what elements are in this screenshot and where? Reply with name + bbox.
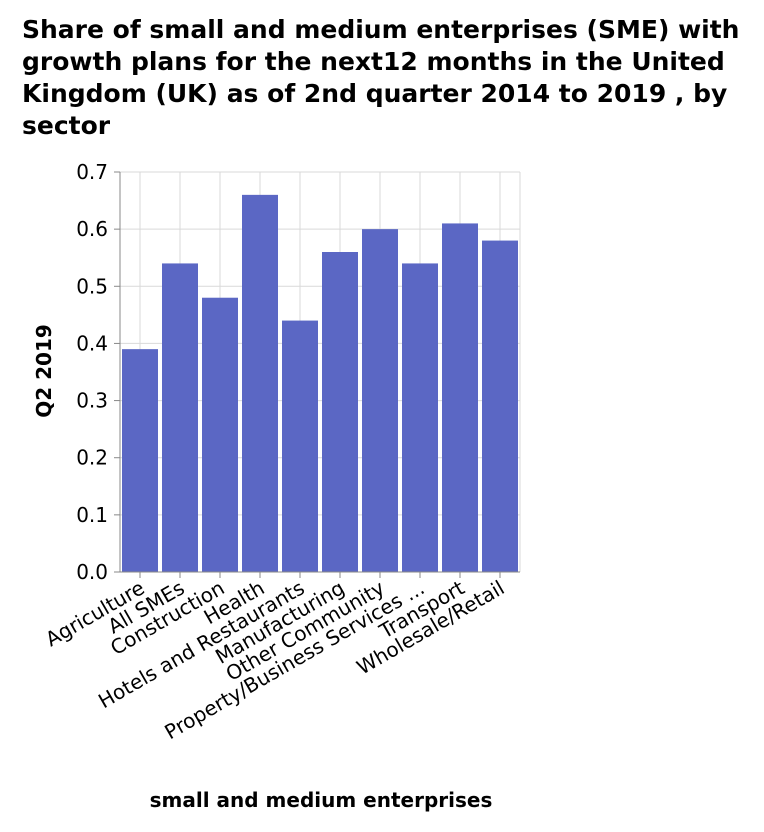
axes [114,171,520,578]
chart-title: Share of small and medium enterprises (S… [22,15,740,140]
bar [282,320,318,572]
y-tick-label: 0.6 [76,217,108,241]
y-tick-label: 0.3 [76,389,108,413]
bars [122,194,518,573]
y-tick-label: 0.5 [76,274,108,298]
bar [242,194,278,572]
y-tick-label: 0.4 [76,331,108,355]
y-tick-label: 0.1 [76,503,108,527]
y-tick-labels: 0.0 0.1 0.2 0.3 0.4 0.5 0.6 0.7 [76,160,108,584]
x-axis-title: small and medium enterprises [150,788,493,812]
bar [202,297,238,572]
y-axis-title: Q2 2019 [32,324,56,418]
bar [162,263,198,572]
y-tick-label: 0.0 [76,560,108,584]
bar [122,349,158,572]
bar [482,240,518,573]
bar [362,229,398,572]
bar [322,252,358,572]
y-tick-label: 0.2 [76,446,108,470]
bar [442,223,478,572]
y-tick-label: 0.7 [76,160,108,184]
bar [402,263,438,572]
